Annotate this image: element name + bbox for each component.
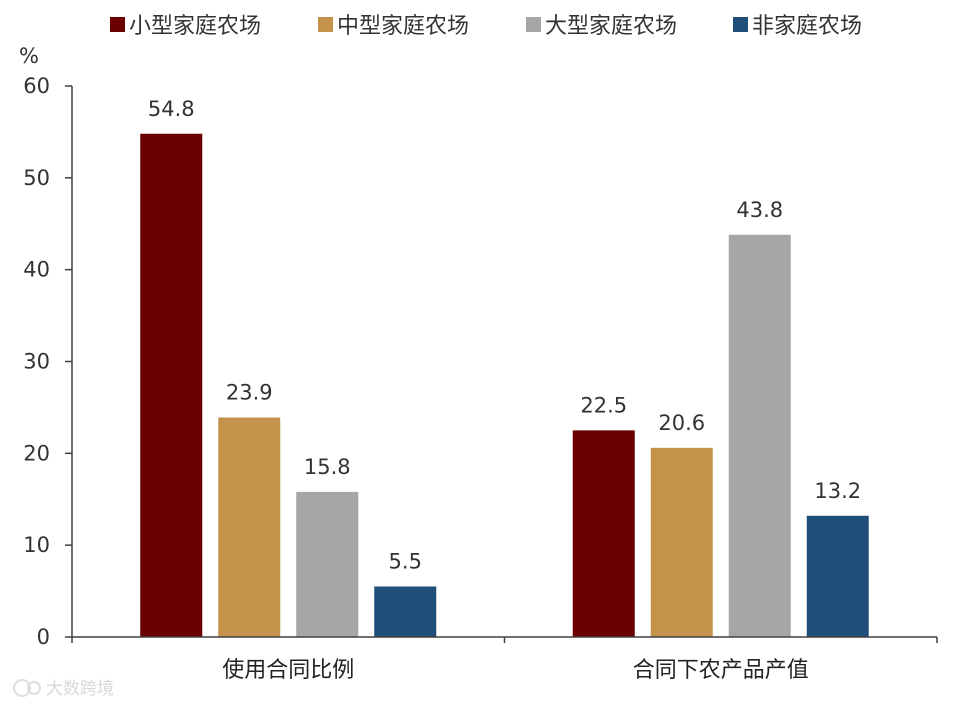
x-category-label: 合同下农产品产值	[633, 658, 809, 683]
legend: 小型家庭农场 中型家庭农场 大型家庭农场 非家庭农场	[110, 14, 862, 39]
axes	[71, 86, 938, 643]
y-tick-label: 40	[23, 258, 50, 282]
watermark-text: 大数跨境	[46, 679, 114, 699]
bar-value-label: 15.8	[304, 455, 351, 479]
bar-value-label: 20.6	[658, 411, 705, 435]
legend-label: 小型家庭农场	[129, 14, 261, 39]
bar	[218, 417, 281, 637]
y-tick-label: 20	[23, 441, 50, 465]
bar	[140, 133, 203, 637]
bar	[806, 515, 869, 637]
bar	[296, 491, 359, 637]
bar-value-label: 23.9	[226, 381, 273, 405]
y-axis-unit-label: %	[19, 44, 39, 68]
bar-value-label: 43.8	[736, 198, 783, 222]
legend-swatch	[733, 17, 748, 32]
x-axis-category-labels: 使用合同比例 合同下农产品产值	[222, 658, 809, 683]
y-tick-label: 60	[23, 74, 50, 98]
bar	[572, 430, 635, 637]
bar	[374, 586, 437, 637]
bar-value-label: 13.2	[814, 479, 861, 503]
x-category-label: 使用合同比例	[222, 658, 354, 683]
bars: 54.8 23.9 15.8 5.5 22.5 20.6 43.8 13.2	[140, 97, 869, 637]
bar-value-label: 54.8	[148, 97, 195, 121]
y-tick-label: 0	[37, 625, 50, 649]
legend-label: 大型家庭农场	[545, 14, 677, 39]
bar-value-label: 22.5	[580, 393, 627, 417]
legend-swatch	[110, 17, 125, 32]
legend-label: 中型家庭农场	[337, 14, 469, 39]
y-tick-label: 50	[23, 166, 50, 190]
bar-value-label: 5.5	[389, 549, 422, 573]
legend-swatch	[526, 17, 541, 32]
y-axis-ticks: 0 10 20 30 40 50 60	[23, 74, 72, 649]
watermark-logo-icon	[27, 681, 41, 695]
y-tick-label: 10	[23, 533, 50, 557]
bar	[650, 447, 713, 637]
watermark: 大数跨境	[13, 679, 114, 699]
watermark-logo-icon	[13, 679, 31, 697]
legend-swatch	[318, 17, 333, 32]
bar	[728, 234, 791, 637]
y-tick-label: 30	[23, 350, 50, 374]
legend-label: 非家庭农场	[752, 14, 862, 39]
